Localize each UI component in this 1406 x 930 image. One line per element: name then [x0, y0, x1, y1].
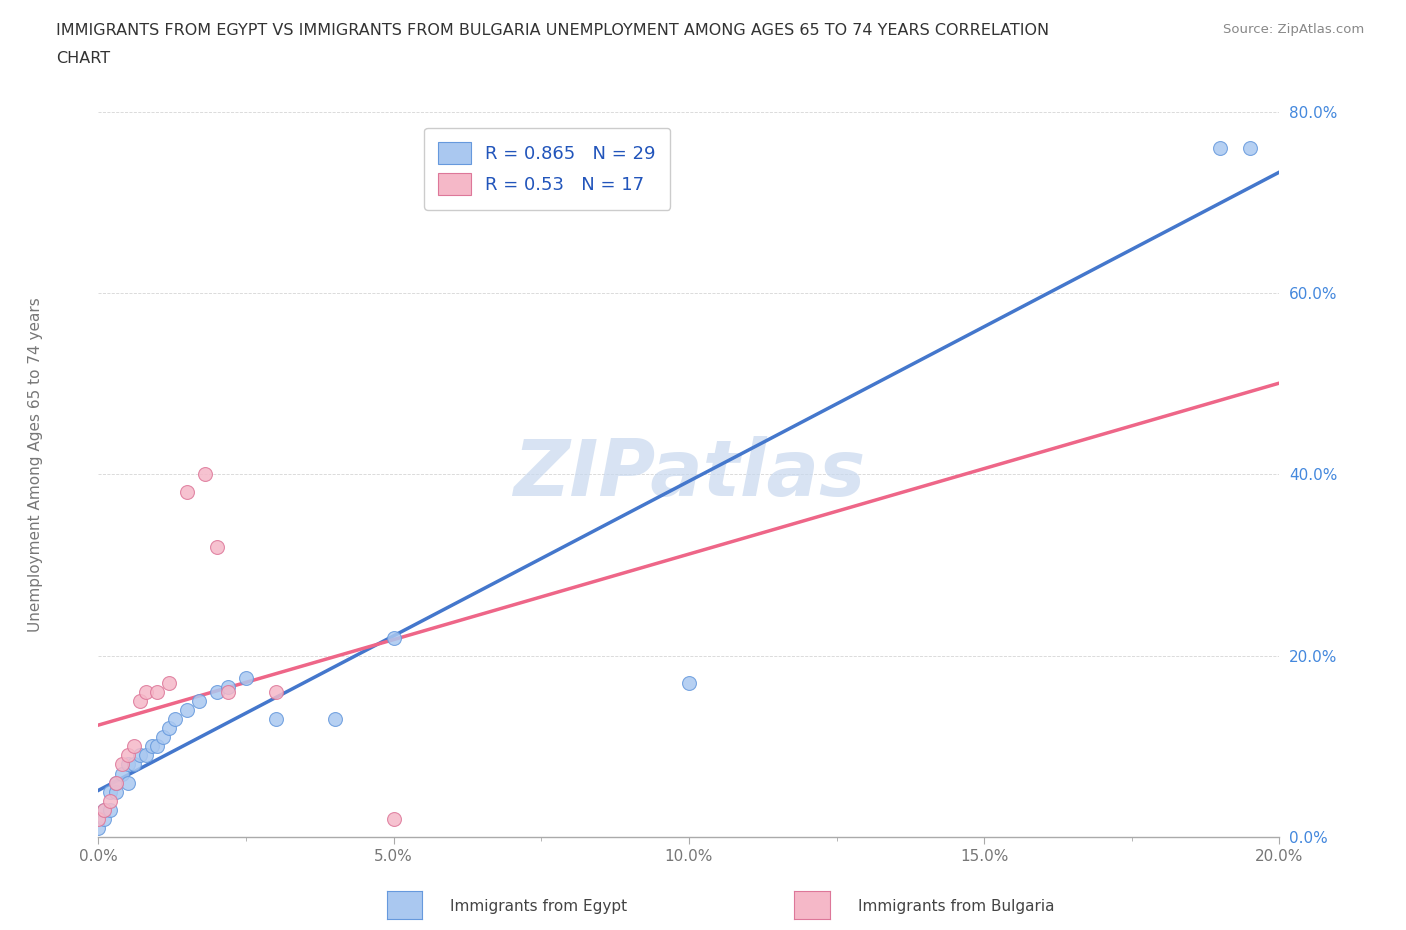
Point — [111, 766, 134, 781]
Text: Immigrants from Bulgaria: Immigrants from Bulgaria — [858, 899, 1054, 914]
Point — [217, 684, 239, 699]
Point — [157, 721, 180, 736]
Point — [122, 738, 145, 753]
Point — [117, 757, 139, 772]
Point — [264, 711, 287, 726]
Point — [135, 748, 157, 763]
Point — [93, 803, 115, 817]
Point — [98, 803, 121, 817]
Point — [105, 776, 128, 790]
Point — [264, 684, 287, 699]
Point — [382, 811, 405, 827]
Point — [141, 738, 163, 753]
Point — [176, 703, 198, 718]
Point — [146, 684, 169, 699]
Point — [93, 811, 115, 827]
Point — [152, 730, 174, 745]
Point — [323, 711, 346, 726]
Point — [98, 793, 121, 808]
Point — [205, 684, 228, 699]
Point — [146, 738, 169, 753]
Point — [87, 820, 110, 835]
Point — [93, 803, 115, 817]
Legend: R = 0.865   N = 29, R = 0.53   N = 17: R = 0.865 N = 29, R = 0.53 N = 17 — [425, 128, 671, 210]
Text: IMMIGRANTS FROM EGYPT VS IMMIGRANTS FROM BULGARIA UNEMPLOYMENT AMONG AGES 65 TO : IMMIGRANTS FROM EGYPT VS IMMIGRANTS FROM… — [56, 23, 1049, 38]
Point — [157, 675, 180, 690]
Point — [122, 757, 145, 772]
Text: ZIPatlas: ZIPatlas — [513, 436, 865, 512]
Point — [678, 675, 700, 690]
Point — [194, 467, 217, 482]
Point — [205, 539, 228, 554]
Point — [128, 748, 150, 763]
Point — [235, 671, 257, 685]
Point — [98, 784, 121, 799]
Point — [105, 784, 128, 799]
Point — [87, 811, 110, 827]
Point — [117, 776, 139, 790]
Point — [135, 684, 157, 699]
Point — [1239, 140, 1261, 155]
Point — [165, 711, 187, 726]
Point — [1209, 140, 1232, 155]
Text: CHART: CHART — [56, 51, 110, 66]
Text: Unemployment Among Ages 65 to 74 years: Unemployment Among Ages 65 to 74 years — [28, 298, 42, 632]
Point — [217, 680, 239, 695]
Point — [382, 631, 405, 645]
Point — [176, 485, 198, 500]
Point — [105, 776, 128, 790]
Point — [111, 757, 134, 772]
Point — [128, 694, 150, 709]
Text: Source: ZipAtlas.com: Source: ZipAtlas.com — [1223, 23, 1364, 36]
Point — [117, 748, 139, 763]
Text: Immigrants from Egypt: Immigrants from Egypt — [450, 899, 627, 914]
Point — [187, 694, 209, 709]
